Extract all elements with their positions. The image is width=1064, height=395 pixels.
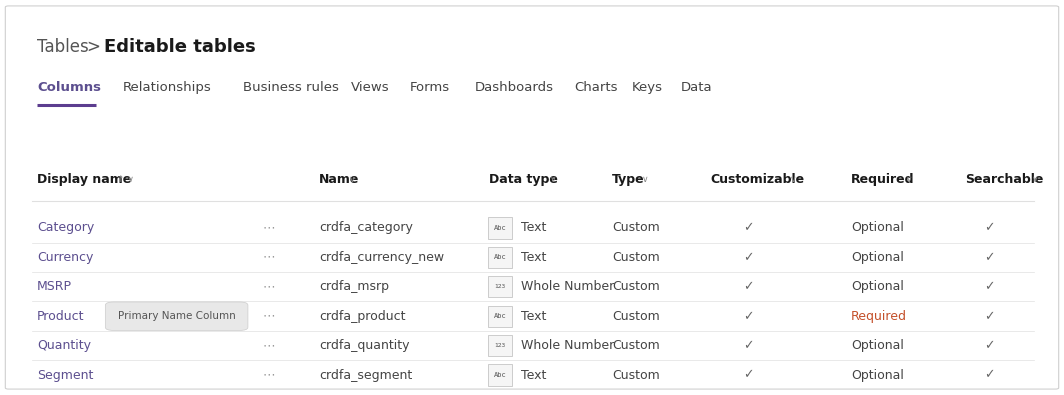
Text: Whole Number: Whole Number bbox=[521, 339, 615, 352]
Text: 123: 123 bbox=[495, 343, 505, 348]
Text: ✓: ✓ bbox=[743, 222, 753, 234]
Text: Abc: Abc bbox=[494, 313, 506, 319]
Text: Currency: Currency bbox=[37, 251, 94, 264]
Text: Required: Required bbox=[851, 173, 915, 186]
Text: crdfa_currency_new: crdfa_currency_new bbox=[319, 251, 445, 264]
Text: Whole Number: Whole Number bbox=[521, 280, 615, 293]
Text: Required: Required bbox=[851, 310, 908, 323]
Text: Abc: Abc bbox=[494, 372, 506, 378]
Text: Custom: Custom bbox=[612, 251, 660, 264]
Text: ↑ ∨: ↑ ∨ bbox=[117, 175, 134, 184]
Text: Category: Category bbox=[37, 222, 95, 234]
Text: Name: Name bbox=[319, 173, 360, 186]
Text: Text: Text bbox=[521, 222, 547, 234]
Text: crdfa_product: crdfa_product bbox=[319, 310, 405, 323]
FancyBboxPatch shape bbox=[5, 6, 1059, 389]
Text: ✓: ✓ bbox=[984, 251, 995, 264]
Text: Optional: Optional bbox=[851, 251, 904, 264]
Text: Custom: Custom bbox=[612, 339, 660, 352]
FancyBboxPatch shape bbox=[488, 276, 512, 297]
Text: Keys: Keys bbox=[632, 81, 663, 94]
Text: Charts: Charts bbox=[575, 81, 618, 94]
Text: ⋯: ⋯ bbox=[263, 310, 276, 323]
Text: Views: Views bbox=[351, 81, 389, 94]
Text: Dashboards: Dashboards bbox=[475, 81, 553, 94]
Text: Tables: Tables bbox=[37, 38, 89, 56]
Text: ✓: ✓ bbox=[743, 280, 753, 293]
Text: ✓: ✓ bbox=[984, 339, 995, 352]
Text: crdfa_msrp: crdfa_msrp bbox=[319, 280, 389, 293]
FancyBboxPatch shape bbox=[488, 246, 512, 268]
FancyBboxPatch shape bbox=[105, 302, 248, 330]
Text: ✓: ✓ bbox=[984, 280, 995, 293]
FancyBboxPatch shape bbox=[488, 364, 512, 386]
Text: ✓: ✓ bbox=[984, 369, 995, 382]
Text: ✓: ✓ bbox=[743, 251, 753, 264]
Text: Custom: Custom bbox=[612, 222, 660, 234]
Text: ✓: ✓ bbox=[984, 310, 995, 323]
Text: Custom: Custom bbox=[612, 310, 660, 323]
Text: ∨: ∨ bbox=[1032, 175, 1038, 184]
Text: Data: Data bbox=[681, 81, 713, 94]
Text: Optional: Optional bbox=[851, 222, 904, 234]
Text: ✓: ✓ bbox=[743, 369, 753, 382]
Text: ∨: ∨ bbox=[905, 175, 913, 184]
Text: Abc: Abc bbox=[494, 254, 506, 260]
Text: ∨: ∨ bbox=[349, 175, 355, 184]
Text: ⋯: ⋯ bbox=[263, 369, 276, 382]
Text: 123: 123 bbox=[495, 284, 505, 289]
Text: Relationships: Relationships bbox=[122, 81, 211, 94]
Text: Quantity: Quantity bbox=[37, 339, 92, 352]
Text: Text: Text bbox=[521, 369, 547, 382]
Text: ⋯: ⋯ bbox=[263, 339, 276, 352]
Text: ✓: ✓ bbox=[743, 310, 753, 323]
Text: Display name: Display name bbox=[37, 173, 132, 186]
Text: crdfa_quantity: crdfa_quantity bbox=[319, 339, 410, 352]
Text: ✓: ✓ bbox=[984, 222, 995, 234]
Text: Text: Text bbox=[521, 310, 547, 323]
Text: Optional: Optional bbox=[851, 339, 904, 352]
Text: Optional: Optional bbox=[851, 280, 904, 293]
Text: ∨: ∨ bbox=[550, 175, 556, 184]
Text: crdfa_segment: crdfa_segment bbox=[319, 369, 413, 382]
Text: ⋯: ⋯ bbox=[263, 280, 276, 293]
Text: MSRP: MSRP bbox=[37, 280, 72, 293]
Text: ⋯: ⋯ bbox=[263, 251, 276, 264]
Text: Editable tables: Editable tables bbox=[104, 38, 256, 56]
Text: Segment: Segment bbox=[37, 369, 94, 382]
Text: Type: Type bbox=[612, 173, 645, 186]
Text: Custom: Custom bbox=[612, 280, 660, 293]
FancyBboxPatch shape bbox=[488, 335, 512, 356]
Text: ∨: ∨ bbox=[791, 175, 797, 184]
Text: Optional: Optional bbox=[851, 369, 904, 382]
Text: Product: Product bbox=[37, 310, 85, 323]
Text: crdfa_category: crdfa_category bbox=[319, 222, 413, 234]
Text: ⋯: ⋯ bbox=[263, 222, 276, 234]
FancyBboxPatch shape bbox=[488, 306, 512, 327]
Text: Searchable: Searchable bbox=[965, 173, 1044, 186]
Text: ✓: ✓ bbox=[743, 339, 753, 352]
Text: Columns: Columns bbox=[37, 81, 101, 94]
Text: Business rules: Business rules bbox=[243, 81, 338, 94]
Text: Custom: Custom bbox=[612, 369, 660, 382]
Text: Data type: Data type bbox=[489, 173, 559, 186]
Text: ∨: ∨ bbox=[642, 175, 648, 184]
Text: Text: Text bbox=[521, 251, 547, 264]
FancyBboxPatch shape bbox=[488, 217, 512, 239]
Text: Abc: Abc bbox=[494, 225, 506, 231]
Text: Customizable: Customizable bbox=[711, 173, 804, 186]
Text: Primary Name Column: Primary Name Column bbox=[118, 311, 235, 321]
Text: Forms: Forms bbox=[410, 81, 450, 94]
Text: >: > bbox=[86, 38, 100, 56]
